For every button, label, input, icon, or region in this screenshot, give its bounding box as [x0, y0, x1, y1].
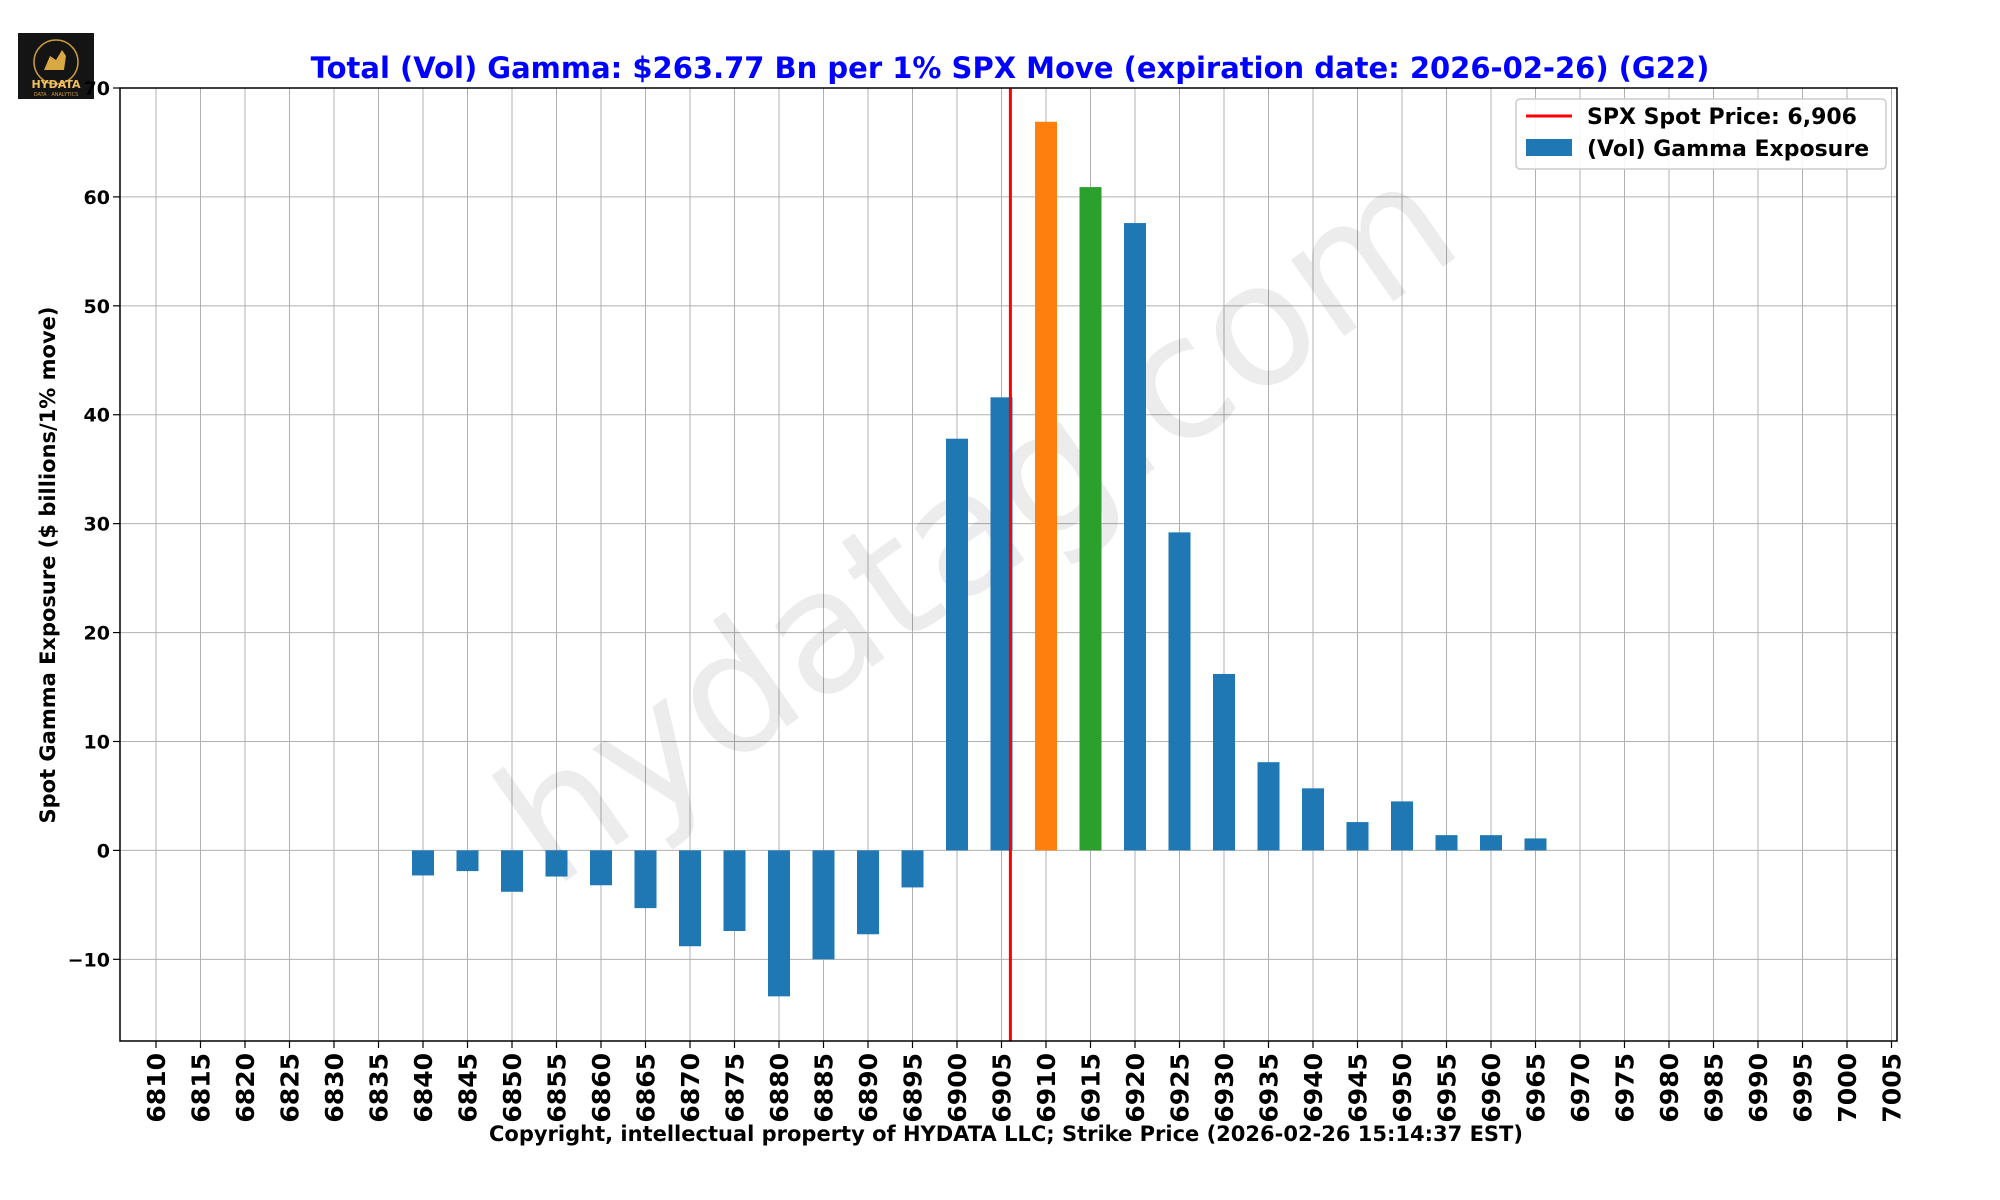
x-tick-label: 6995	[1789, 1053, 1818, 1123]
bar-6910	[1035, 121, 1057, 851]
bar-6900	[946, 438, 968, 851]
bar-6960	[1480, 835, 1502, 851]
bar-6880	[768, 850, 790, 997]
x-tick-label: 6970	[1566, 1053, 1595, 1123]
bar-6935	[1257, 762, 1280, 851]
legend-gamma-label: (Vol) Gamma Exposure	[1587, 137, 1869, 162]
x-tick-label: 6895	[899, 1053, 928, 1123]
wolf-icon	[44, 50, 66, 70]
x-tick-label: 6890	[854, 1053, 883, 1123]
bar-6870	[679, 850, 701, 947]
x-tick-label: 6950	[1388, 1053, 1417, 1123]
x-tick-label: 6860	[587, 1053, 616, 1123]
bar-6940	[1302, 788, 1324, 851]
x-tick-label: 6810	[142, 1053, 171, 1123]
bar-6860	[590, 850, 612, 886]
logo-text: HYDATA	[31, 78, 81, 91]
bar-6885	[812, 850, 835, 960]
y-axis-ticks: −10 0 10 20 30 40 50 60 70	[68, 78, 120, 971]
x-tick-label: 6855	[543, 1053, 572, 1123]
y-tick-label: −10	[68, 949, 110, 971]
x-tick-label: 6905	[988, 1053, 1017, 1123]
bar-6945	[1346, 822, 1369, 851]
hydata-logo: HYDATA DATA · ANALYTICS	[18, 33, 94, 99]
x-tick-label: 6875	[721, 1053, 750, 1123]
x-tick-label: 6815	[187, 1053, 216, 1123]
x-tick-label: 6830	[320, 1053, 349, 1123]
x-tick-label: 6885	[810, 1053, 839, 1123]
bar-6865	[634, 850, 657, 909]
x-tick-label: 6975	[1611, 1053, 1640, 1123]
x-tick-label: 6870	[676, 1053, 705, 1123]
x-axis-label: Copyright, intellectual property of HYDA…	[489, 1122, 1523, 1146]
x-axis-ticks: 6810 6815 6820 6825 6830 6835 6840 6845 6850 6855…	[142, 1041, 1907, 1123]
x-tick-label: 6865	[632, 1053, 661, 1123]
bar-6920	[1124, 223, 1146, 851]
y-tick-label: 10	[84, 731, 110, 753]
x-tick-label: 6930	[1210, 1053, 1239, 1123]
x-tick-label: 6920	[1121, 1053, 1150, 1123]
legend-bar-swatch	[1526, 139, 1572, 156]
x-tick-label: 6960	[1477, 1053, 1506, 1123]
legend-box	[1515, 98, 1887, 170]
x-tick-label: 6940	[1299, 1053, 1328, 1123]
logo-subtext: DATA · ANALYTICS	[34, 92, 79, 98]
legend-spot-label: SPX Spot Price: 6,906	[1587, 105, 1857, 130]
y-tick-label: 70	[84, 78, 110, 100]
x-tick-label: 7005	[1878, 1053, 1907, 1123]
x-tick-label: 7000	[1833, 1053, 1862, 1123]
bar-series	[412, 121, 1547, 997]
bar-6855	[545, 850, 568, 877]
x-tick-label: 6835	[365, 1053, 394, 1123]
y-axis-label: Spot Gamma Exposure ($ billions/1% move)	[36, 307, 60, 824]
x-tick-label: 6820	[231, 1053, 260, 1123]
y-tick-label: 0	[97, 840, 110, 862]
bar-6905	[990, 397, 1013, 851]
x-tick-label: 6910	[1032, 1053, 1061, 1123]
x-tick-label: 6850	[498, 1053, 527, 1123]
x-tick-label: 6990	[1744, 1053, 1773, 1123]
y-tick-label: 20	[84, 623, 110, 645]
bar-6890	[857, 850, 879, 935]
y-tick-label: 60	[84, 187, 110, 209]
x-tick-label: 6915	[1077, 1053, 1106, 1123]
y-tick-label: 30	[84, 514, 110, 536]
bar-6955	[1435, 835, 1458, 851]
x-tick-label: 6840	[409, 1053, 438, 1123]
x-tick-label: 6980	[1655, 1053, 1684, 1123]
bar-6845	[456, 850, 479, 872]
bar-6930	[1213, 673, 1235, 851]
bar-6950	[1391, 801, 1413, 851]
y-tick-label: 40	[84, 405, 110, 427]
bar-6840	[412, 850, 434, 876]
x-tick-label: 6845	[454, 1053, 483, 1123]
x-tick-label: 6925	[1166, 1053, 1195, 1123]
x-tick-label: 6945	[1344, 1053, 1373, 1123]
bar-6925	[1168, 532, 1191, 851]
legend: SPX Spot Price: 6,906 (Vol) Gamma Exposu…	[1515, 98, 1887, 170]
y-tick-label: 50	[84, 296, 110, 318]
x-tick-label: 6965	[1522, 1053, 1551, 1123]
bar-6850	[501, 850, 523, 892]
axes-frame	[119, 87, 1898, 1042]
bar-6915	[1079, 187, 1102, 851]
x-tick-label: 6985	[1700, 1053, 1729, 1123]
x-tick-label: 6900	[943, 1053, 972, 1123]
x-tick-label: 6880	[765, 1053, 794, 1123]
x-tick-label: 6825	[276, 1053, 305, 1123]
x-tick-label: 6955	[1433, 1053, 1462, 1123]
chart-title: Total (Vol) Gamma: $263.77 Bn per 1% SPX…	[311, 51, 1710, 85]
x-tick-label: 6935	[1255, 1053, 1284, 1123]
bar-6895	[901, 850, 924, 888]
bar-6965	[1524, 838, 1547, 851]
bar-6875	[723, 850, 746, 931]
